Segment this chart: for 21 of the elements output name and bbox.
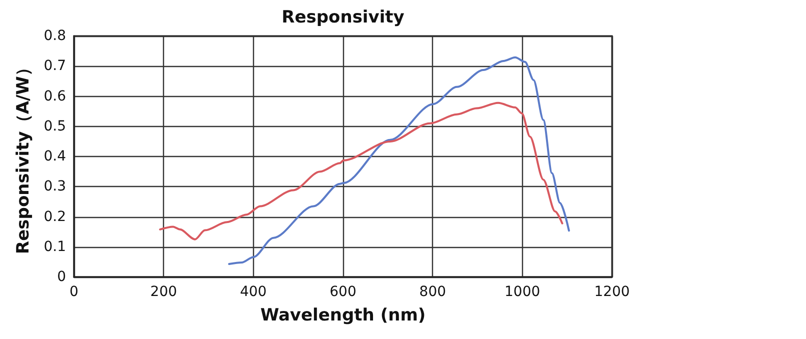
x-tick-label: 600 xyxy=(330,284,356,300)
y-tick-label: 0.7 xyxy=(44,58,66,74)
y-tick-label: 0 xyxy=(57,269,66,285)
y-tick-label: 0.6 xyxy=(44,88,66,104)
y-tick-label: 0.8 xyxy=(44,28,66,44)
y-tick-label: 0.4 xyxy=(44,148,66,164)
y-tick-label: 0.5 xyxy=(44,118,66,134)
line-series xyxy=(228,56,570,266)
y-tick-label: 0.1 xyxy=(44,238,66,255)
x-axis-title: Wavelength (nm) xyxy=(260,306,426,326)
y-tick-label: 0.3 xyxy=(44,178,66,195)
line-series xyxy=(159,102,564,240)
x-tick-label: 0 xyxy=(70,284,78,300)
chart-title: Responsivity xyxy=(282,8,404,28)
x-tick-label: 1200 xyxy=(594,284,630,300)
x-tick-label: 800 xyxy=(419,284,446,300)
x-tick-label: 200 xyxy=(150,284,178,300)
x-tick-label: 1000 xyxy=(504,284,540,300)
x-tick-label: 400 xyxy=(240,284,267,300)
y-axis-title: Responsivity（A/W） xyxy=(14,59,34,254)
y-tick-label: 0.2 xyxy=(44,208,66,225)
